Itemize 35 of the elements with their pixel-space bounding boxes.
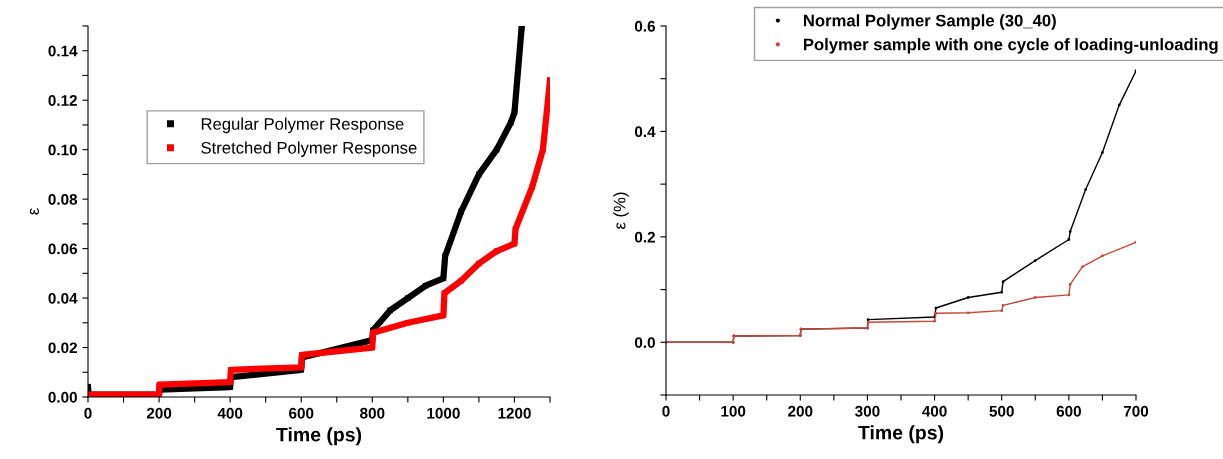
y-tick-label: 0.10 (48, 144, 77, 156)
legend-label: Polymer sample with one cycle of loading-unloading (803, 38, 1218, 54)
x-tick-label: 300 (855, 405, 880, 417)
x-axis-title: Time (ps) (858, 425, 944, 444)
legend-label: Regular Polymer Response (201, 117, 404, 134)
x-tick-label: 0 (84, 407, 92, 419)
x-tick-label: 100 (721, 405, 746, 417)
y-tick-label: 0.04 (48, 292, 78, 304)
y-tick-label: 0.02 (48, 342, 77, 354)
y-tick-label: 0.14 (48, 45, 78, 57)
x-tick-label: 600 (1056, 405, 1081, 417)
y-tick-label: 0.06 (48, 243, 78, 255)
y-tick-label: 0.08 (48, 194, 78, 205)
y-tick-label: 0.4 (634, 126, 656, 138)
y-axis-title: ε (%) (613, 192, 629, 229)
x-tick-label: 400 (217, 407, 243, 419)
y-tick-label: 0.6 (634, 20, 656, 32)
x-tick-label: 500 (989, 405, 1014, 417)
x-axis-title: Time (ps) (276, 427, 362, 446)
y-axis-title: ε (29, 208, 39, 215)
text: 0.00 (48, 391, 77, 403)
legend-label: Normal Polymer Sample (30_40) (803, 14, 1056, 30)
x-tick-label: 1000 (427, 407, 460, 419)
x-tick-label: 200 (788, 405, 813, 417)
x-tick-label: 800 (360, 407, 385, 419)
x-tick-label: 1200 (498, 407, 531, 419)
x-tick-label: 200 (146, 407, 172, 419)
y-tick-label: 0.2 (634, 231, 655, 243)
x-tick-label: 0 (662, 405, 670, 417)
x-tick-label: 600 (289, 407, 314, 419)
y-tick-label: 0.0 (634, 337, 655, 348)
legend-label: Stretched Polymer Response (201, 141, 417, 157)
x-tick-label: 700 (1123, 405, 1149, 417)
x-tick-label: 400 (922, 405, 947, 417)
y-tick-label: 0.12 (48, 95, 77, 106)
